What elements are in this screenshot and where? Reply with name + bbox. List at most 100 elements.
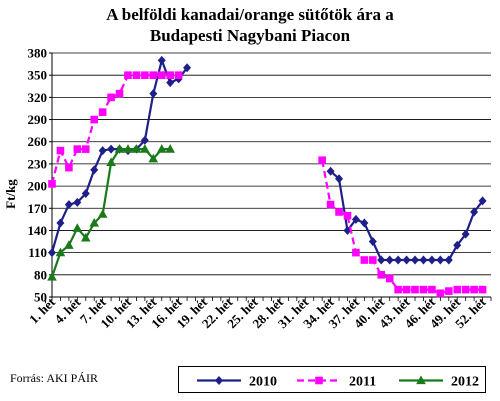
data-point-2011 <box>166 71 174 79</box>
legend: 2010 2011 2012 <box>178 366 486 393</box>
data-point-2010 <box>166 78 175 88</box>
series-line-2010 <box>50 56 188 253</box>
data-point-2011 <box>115 89 124 98</box>
data-point-2010 <box>149 89 158 99</box>
y-tick-label: 200 <box>28 179 48 194</box>
data-point-2012 <box>131 144 142 153</box>
data-point-2011 <box>352 248 360 257</box>
data-point-2012 <box>140 144 150 153</box>
data-point-2010 <box>453 240 462 250</box>
data-point-2011 <box>453 285 462 294</box>
data-point-2011 <box>343 211 352 220</box>
data-point-2010 <box>402 255 411 265</box>
data-point-2011 <box>394 285 402 294</box>
data-point-2011 <box>141 71 149 79</box>
legend-marker-2010 <box>215 376 223 385</box>
data-point-2011 <box>90 115 99 124</box>
data-point-2011 <box>81 145 90 153</box>
data-point-2011 <box>73 145 82 153</box>
axes <box>49 52 492 301</box>
y-tick-label: 50 <box>34 290 47 305</box>
data-point-2010 <box>56 218 65 228</box>
data-point-2011 <box>444 287 453 295</box>
data-point-2010 <box>478 196 487 206</box>
data-point-2012 <box>80 232 91 242</box>
y-tick-labels: 50 80 110 140 170 200 230 260 290 320 350 380 <box>28 46 48 305</box>
y-tick-label: 380 <box>28 46 48 61</box>
data-point-2011 <box>461 285 470 294</box>
x-tick-label: 4. hét <box>51 294 84 327</box>
data-point-2010 <box>470 207 479 217</box>
data-point-2011 <box>402 285 411 294</box>
data-point-2011 <box>411 285 419 294</box>
y-tick-label: 140 <box>28 223 48 238</box>
data-point-2010 <box>436 255 445 265</box>
data-point-2011 <box>470 285 478 294</box>
data-point-2011 <box>149 71 158 79</box>
y-tick-label: 110 <box>28 245 47 260</box>
data-point-2011 <box>335 208 343 216</box>
data-point-2012 <box>72 223 83 232</box>
data-point-2012 <box>55 247 66 257</box>
data-point-2010 <box>368 237 377 247</box>
legend-label-2012: 2012 <box>451 375 479 390</box>
series-group <box>47 55 487 298</box>
data-point-2010 <box>48 248 56 258</box>
data-point-2010 <box>427 255 436 265</box>
data-point-2010 <box>81 188 90 198</box>
y-tick-label: 290 <box>28 112 48 127</box>
y-tick-label: 230 <box>28 156 48 171</box>
data-point-2010 <box>183 63 192 73</box>
legend-marker-2011 <box>315 376 323 385</box>
data-point-2012 <box>165 144 175 153</box>
chart-title-line-1: A belföldi kanadai/orange sütőtök ára a <box>106 5 394 24</box>
data-point-2012 <box>123 144 133 153</box>
data-point-2010 <box>73 197 82 207</box>
chart-title-line-2: Budapesti Nagybani Piacon <box>149 26 351 45</box>
legend-svg: 2010 2011 2012 <box>197 375 479 390</box>
y-tick-label: 350 <box>28 68 48 83</box>
data-point-2012 <box>89 218 100 227</box>
series-line-2011 <box>50 74 179 185</box>
legend-label-2011: 2011 <box>349 375 376 390</box>
data-point-2011 <box>428 285 436 294</box>
gridlines <box>52 52 491 276</box>
data-point-2010 <box>98 146 107 156</box>
data-point-2010 <box>419 255 428 265</box>
data-point-2012 <box>64 240 74 249</box>
legend-marker-2012 <box>416 375 426 385</box>
source-note: Forrás: AKI PÁIR <box>10 371 99 385</box>
data-point-2011 <box>360 256 369 264</box>
data-point-2010 <box>64 200 73 210</box>
data-point-2010 <box>394 255 403 265</box>
data-point-2011 <box>369 256 377 264</box>
data-point-2010 <box>444 255 453 265</box>
y-tick-label: 260 <box>28 134 48 149</box>
data-point-2010 <box>377 255 386 265</box>
data-point-2010 <box>461 229 470 239</box>
data-point-2011 <box>98 108 107 116</box>
data-point-2010 <box>335 174 344 184</box>
data-point-2011 <box>478 285 487 294</box>
data-point-2010 <box>90 165 99 175</box>
y-tick-label: 320 <box>28 90 48 105</box>
data-point-2011 <box>157 71 166 79</box>
data-point-2012 <box>148 153 159 163</box>
data-point-2010 <box>360 218 369 228</box>
legend-label-2010: 2010 <box>249 375 277 390</box>
data-point-2010 <box>326 166 335 176</box>
data-point-2010 <box>107 144 116 154</box>
data-point-2010 <box>385 255 394 265</box>
data-point-2012 <box>97 209 108 218</box>
data-point-2011 <box>318 156 326 165</box>
data-point-2010 <box>140 135 149 145</box>
data-point-2012 <box>47 272 57 281</box>
data-point-2011 <box>377 271 386 279</box>
data-point-2011 <box>48 180 56 188</box>
series-2010 <box>48 55 487 265</box>
data-point-2011 <box>385 274 394 283</box>
data-point-2012 <box>106 157 116 167</box>
y-tick-label: 80 <box>34 267 47 282</box>
